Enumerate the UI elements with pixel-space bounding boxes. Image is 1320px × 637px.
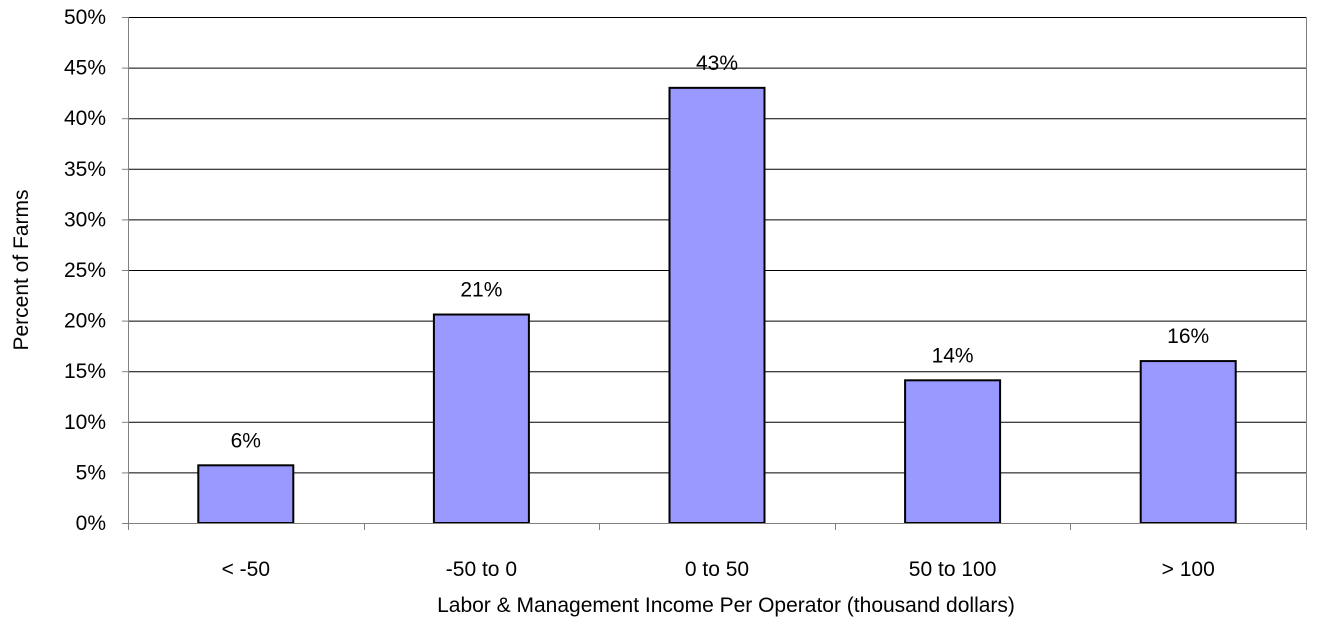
data-label: 14% <box>932 344 974 367</box>
y-tick-label: 40% <box>64 107 106 130</box>
x-axis-title: Labor & Management Income Per Operator (… <box>437 594 1015 617</box>
data-labels: 6% 21% 43% 14% 16% <box>231 52 1210 452</box>
y-tick-label: 5% <box>76 461 106 484</box>
x-tick-label: > 100 <box>1162 558 1215 581</box>
data-label: 16% <box>1167 325 1209 348</box>
y-tick-label: 15% <box>64 360 106 383</box>
y-tick-label: 0% <box>76 512 106 535</box>
x-tick-label: < -50 <box>222 558 270 581</box>
x-tick-labels: < -50 -50 to 0 0 to 50 50 to 100 > 100 <box>222 558 1215 581</box>
y-tick-label: 45% <box>64 57 106 80</box>
data-label: 43% <box>696 52 738 75</box>
y-tick-label: 20% <box>64 310 106 333</box>
bar <box>432 313 530 525</box>
y-tick-label: 35% <box>64 158 106 181</box>
y-tick-label: 25% <box>64 259 106 282</box>
bar <box>904 379 1002 525</box>
x-tick-label: 0 to 50 <box>685 558 749 581</box>
data-label: 6% <box>231 429 261 452</box>
x-tick-label: 50 to 100 <box>909 558 997 581</box>
bar <box>668 86 766 524</box>
axes <box>122 17 1307 530</box>
y-tick-label: 10% <box>64 411 106 434</box>
y-axis-title: Percent of Farms <box>10 189 33 350</box>
bars <box>197 86 1237 525</box>
bar <box>197 464 295 525</box>
y-tick-label: 50% <box>64 6 106 29</box>
y-tick-label: 30% <box>64 208 106 231</box>
y-tick-labels: 0% 5% 10% 15% 20% 25% 30% 35% 40% 45% 50% <box>64 6 106 535</box>
data-label: 21% <box>460 279 502 302</box>
bar <box>1139 360 1237 524</box>
x-tick-label: -50 to 0 <box>446 558 517 581</box>
